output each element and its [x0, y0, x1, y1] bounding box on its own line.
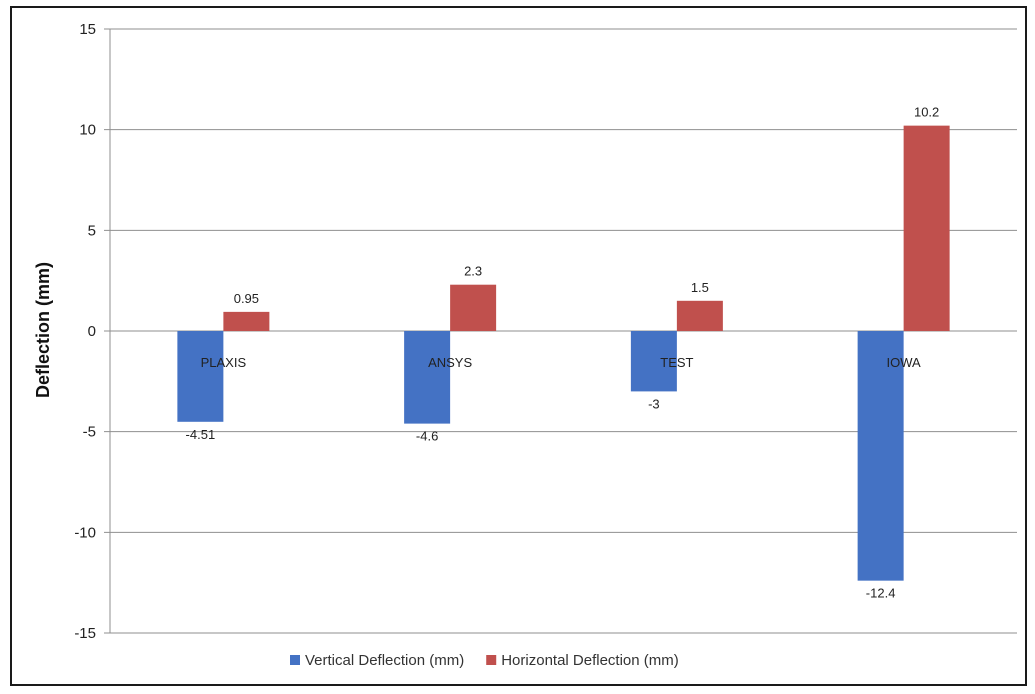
category-label: PLAXIS — [201, 355, 247, 370]
legend-swatch — [486, 655, 497, 665]
legend-label: Horizontal Deflection (mm) — [501, 652, 679, 669]
data-label: 2.3 — [464, 264, 482, 279]
y-tick-label: 15 — [79, 21, 96, 38]
vertical-deflection-bar — [630, 331, 677, 392]
category-label: IOWA — [887, 355, 922, 370]
data-label: 0.95 — [234, 291, 259, 306]
vertical-deflection-bar — [404, 331, 451, 424]
horizontal-deflection-bar — [676, 300, 723, 331]
data-label: -4.51 — [186, 427, 216, 442]
data-label: -3 — [648, 396, 660, 411]
horizontal-deflection-bar — [450, 284, 497, 331]
legend-swatch — [290, 655, 300, 665]
vertical-deflection-bar — [177, 331, 224, 422]
data-label: 10.2 — [914, 105, 939, 120]
y-tick-label: 0 — [88, 323, 96, 340]
data-label: 1.5 — [691, 280, 709, 295]
category-label: ANSYS — [428, 355, 472, 370]
legend-label: Vertical Deflection (mm) — [305, 652, 464, 669]
label-layer: -4.51 0.95 PLAXIS -4.6 2.3 ANSYS -3 1.5 TEST -12.… — [186, 105, 940, 601]
horizontal-deflection-bar — [223, 311, 270, 331]
bar-layer — [177, 125, 950, 581]
y-tick-label: -10 — [74, 524, 96, 541]
y-tick-label: -15 — [74, 625, 96, 642]
category-label: TEST — [660, 355, 693, 370]
data-label: -4.6 — [416, 429, 438, 444]
data-label: -12.4 — [866, 586, 896, 601]
y-tick-layer: 15 10 5 0 -5 -10 -15 — [74, 21, 96, 642]
y-tick-label: -5 — [83, 424, 96, 441]
y-tick-label: 5 — [88, 222, 96, 239]
vertical-deflection-bar — [857, 331, 904, 581]
legend: Vertical Deflection (mm) Horizontal Defle… — [290, 652, 679, 669]
horizontal-deflection-bar — [903, 125, 950, 331]
y-axis-label: Deflection (mm) — [33, 262, 53, 398]
y-tick-label: 10 — [79, 122, 96, 139]
